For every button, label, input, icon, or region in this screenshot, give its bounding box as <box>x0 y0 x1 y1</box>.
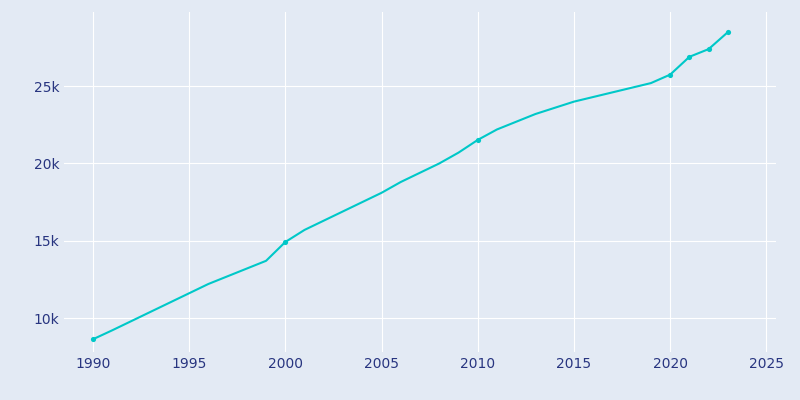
Point <box>471 137 484 143</box>
Point <box>279 239 292 245</box>
Point <box>702 46 715 52</box>
Point <box>664 72 677 78</box>
Point <box>86 336 99 342</box>
Point <box>683 54 696 60</box>
Point <box>722 29 734 35</box>
